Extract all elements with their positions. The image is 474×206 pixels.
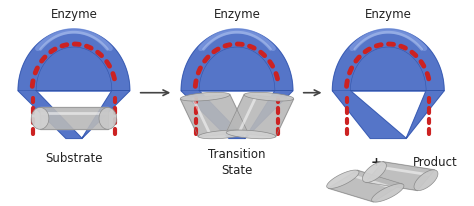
Text: Enzyme: Enzyme	[214, 8, 260, 21]
Polygon shape	[414, 170, 438, 191]
Polygon shape	[372, 184, 404, 202]
Polygon shape	[99, 108, 117, 129]
Polygon shape	[180, 92, 230, 101]
Polygon shape	[198, 130, 248, 139]
Polygon shape	[31, 108, 49, 129]
Text: Substrate: Substrate	[45, 152, 103, 165]
Polygon shape	[366, 162, 435, 191]
Polygon shape	[181, 95, 248, 137]
Text: Enzyme: Enzyme	[365, 8, 412, 21]
Text: Product: Product	[413, 156, 458, 169]
Polygon shape	[40, 108, 108, 129]
Polygon shape	[18, 29, 130, 138]
Polygon shape	[226, 130, 276, 139]
Polygon shape	[244, 92, 294, 101]
Polygon shape	[332, 29, 444, 138]
Text: Enzyme: Enzyme	[51, 8, 97, 21]
Polygon shape	[328, 170, 402, 202]
Text: Transition
State: Transition State	[208, 148, 266, 177]
Text: +: +	[371, 156, 382, 169]
Polygon shape	[181, 29, 293, 138]
Polygon shape	[327, 170, 359, 188]
Polygon shape	[363, 162, 386, 183]
Polygon shape	[226, 95, 293, 137]
